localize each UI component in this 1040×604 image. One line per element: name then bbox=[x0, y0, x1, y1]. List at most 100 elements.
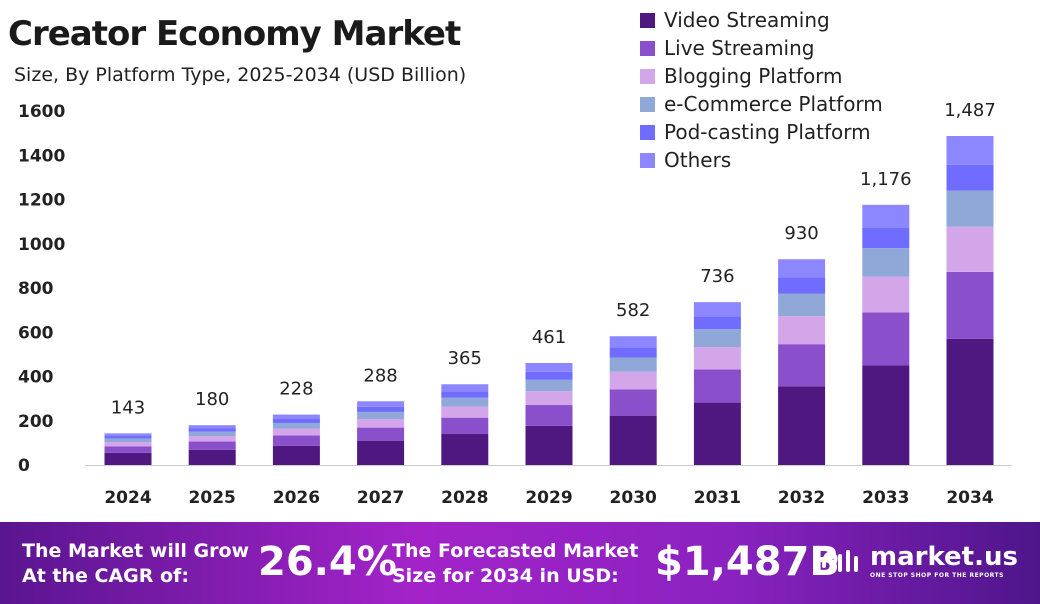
x-tick-label: 2032 bbox=[778, 488, 825, 508]
bar-segment-blogging-platform bbox=[104, 441, 152, 447]
bar-segment-live-streaming bbox=[272, 435, 320, 446]
bar-segment-blogging-platform bbox=[188, 436, 236, 442]
bar-segment-pod-casting-platform bbox=[525, 371, 573, 380]
bar-segment-video-streaming bbox=[357, 440, 405, 465]
bar-segment-video-streaming bbox=[272, 445, 320, 465]
bar-segment-pod-casting-platform bbox=[778, 277, 826, 294]
forecast-text: The Forecasted Market Size for 2034 in U… bbox=[392, 540, 639, 587]
x-tick-label: 2025 bbox=[189, 488, 236, 508]
bar-total-label: 736 bbox=[700, 266, 734, 287]
bar-segment-live-streaming bbox=[357, 427, 405, 441]
legend-item: Video Streaming bbox=[640, 6, 883, 34]
bar-segment-e-commerce-platform bbox=[272, 422, 320, 429]
bar-segment-pod-casting-platform bbox=[693, 316, 741, 330]
x-tick-label: 2031 bbox=[694, 488, 741, 508]
bar-segment-others bbox=[357, 401, 405, 407]
bar-segment-video-streaming bbox=[946, 338, 994, 465]
bar-segment-e-commerce-platform bbox=[693, 329, 741, 348]
bar-segment-others bbox=[778, 259, 826, 278]
y-tick-label: 0 bbox=[18, 456, 30, 476]
legend-swatch bbox=[640, 68, 655, 84]
bar-segment-others bbox=[272, 414, 320, 419]
bar-segment-blogging-platform bbox=[946, 226, 994, 272]
bar-segment-live-streaming bbox=[609, 389, 657, 416]
bar-segment-video-streaming bbox=[862, 365, 910, 465]
bar-segment-video-streaming bbox=[188, 449, 236, 465]
bar-segment-e-commerce-platform bbox=[778, 293, 826, 317]
bar-segment-e-commerce-platform bbox=[104, 438, 152, 442]
bar-segment-others bbox=[609, 336, 657, 348]
bar-segment-video-streaming bbox=[609, 415, 657, 465]
bar-segment-pod-casting-platform bbox=[862, 227, 910, 249]
bar-segment-pod-casting-platform bbox=[946, 164, 994, 191]
bar-segment-video-streaming bbox=[778, 386, 826, 465]
bar-total-label: 930 bbox=[784, 223, 818, 244]
legend-item: Blogging Platform bbox=[640, 62, 883, 90]
x-tick-label: 2026 bbox=[273, 488, 320, 508]
bar-segment-pod-casting-platform bbox=[272, 418, 320, 423]
legend-swatch bbox=[640, 12, 655, 28]
stacked-bar-chart: 0 200 400 600 800 1000 1200 1400 1600 143 2024 180 2… bbox=[18, 100, 1012, 508]
chart-title: Creator Economy Market bbox=[8, 14, 461, 54]
bar-segment-blogging-platform bbox=[778, 316, 826, 345]
bar-segment-others bbox=[946, 136, 994, 165]
bar-segment-blogging-platform bbox=[525, 391, 573, 406]
bar-total-label: 582 bbox=[616, 300, 650, 321]
x-tick-label: 2029 bbox=[525, 488, 572, 508]
bar-segment-blogging-platform bbox=[693, 347, 741, 370]
y-tick-label: 1000 bbox=[18, 235, 65, 255]
footer-banner: The Market will Grow At the CAGR of: 26.… bbox=[0, 522, 1040, 604]
bar-segment-others bbox=[104, 433, 152, 437]
bar-segment-others bbox=[188, 425, 236, 429]
y-tick-label: 1200 bbox=[18, 191, 65, 211]
legend-label: Blogging Platform bbox=[664, 64, 843, 88]
bar-segment-e-commerce-platform bbox=[525, 379, 573, 392]
legend-label: Others bbox=[664, 148, 732, 172]
bar-segment-e-commerce-platform bbox=[441, 397, 489, 407]
bar-total-label: 1,487 bbox=[944, 100, 996, 121]
bar-segment-pod-casting-platform bbox=[609, 347, 657, 358]
legend-label: Pod-casting Platform bbox=[664, 120, 871, 144]
legend: Video Streaming Live Streaming Blogging Pl… bbox=[640, 6, 883, 174]
bar-segment-pod-casting-platform bbox=[188, 428, 236, 432]
cagr-value: 26.4% bbox=[258, 539, 397, 585]
bar-segment-e-commerce-platform bbox=[862, 248, 910, 277]
y-tick-label: 1400 bbox=[18, 146, 65, 166]
legend-item: Live Streaming bbox=[640, 34, 883, 62]
legend-swatch bbox=[640, 152, 655, 168]
legend-item: e-Commerce Platform bbox=[640, 90, 883, 118]
x-tick-label: 2034 bbox=[946, 488, 993, 508]
bar-segment-live-streaming bbox=[862, 312, 910, 366]
brand-name: market.us bbox=[870, 542, 1018, 572]
bar-total-label: 180 bbox=[195, 389, 229, 410]
bar-segment-e-commerce-platform bbox=[609, 357, 657, 372]
bar-segment-video-streaming bbox=[104, 452, 152, 465]
bar-segment-video-streaming bbox=[693, 402, 741, 465]
market-us-logo-icon bbox=[822, 549, 858, 572]
bar-segment-pod-casting-platform bbox=[357, 406, 405, 412]
bar-segment-live-streaming bbox=[778, 344, 826, 387]
bar-total-label: 1,176 bbox=[860, 169, 912, 190]
legend-label: Video Streaming bbox=[664, 8, 830, 32]
bar-segment-others bbox=[862, 204, 910, 228]
bar-total-label: 288 bbox=[363, 365, 397, 386]
y-tick-label: 400 bbox=[18, 368, 54, 388]
bar-segment-others bbox=[441, 384, 489, 392]
bar-segment-e-commerce-platform bbox=[357, 411, 405, 419]
bar-total-label: 228 bbox=[279, 379, 313, 400]
bar-segment-e-commerce-platform bbox=[188, 431, 236, 437]
legend-item: Others bbox=[640, 146, 883, 174]
legend-swatch bbox=[640, 40, 655, 56]
bar-segment-others bbox=[525, 363, 573, 372]
bar-segment-video-streaming bbox=[441, 434, 489, 465]
bar-segment-blogging-platform bbox=[609, 371, 657, 390]
chart-subtitle: Size, By Platform Type, 2025-2034 (USD B… bbox=[14, 64, 467, 86]
x-tick-label: 2024 bbox=[104, 488, 151, 508]
x-tick-label: 2027 bbox=[357, 488, 404, 508]
bar-segment-blogging-platform bbox=[441, 406, 489, 418]
y-tick-label: 200 bbox=[18, 412, 54, 432]
legend-item: Pod-casting Platform bbox=[640, 118, 883, 146]
forecast-value: $1,487B bbox=[655, 539, 840, 585]
legend-label: Live Streaming bbox=[664, 36, 815, 60]
bar-segment-live-streaming bbox=[104, 446, 152, 453]
